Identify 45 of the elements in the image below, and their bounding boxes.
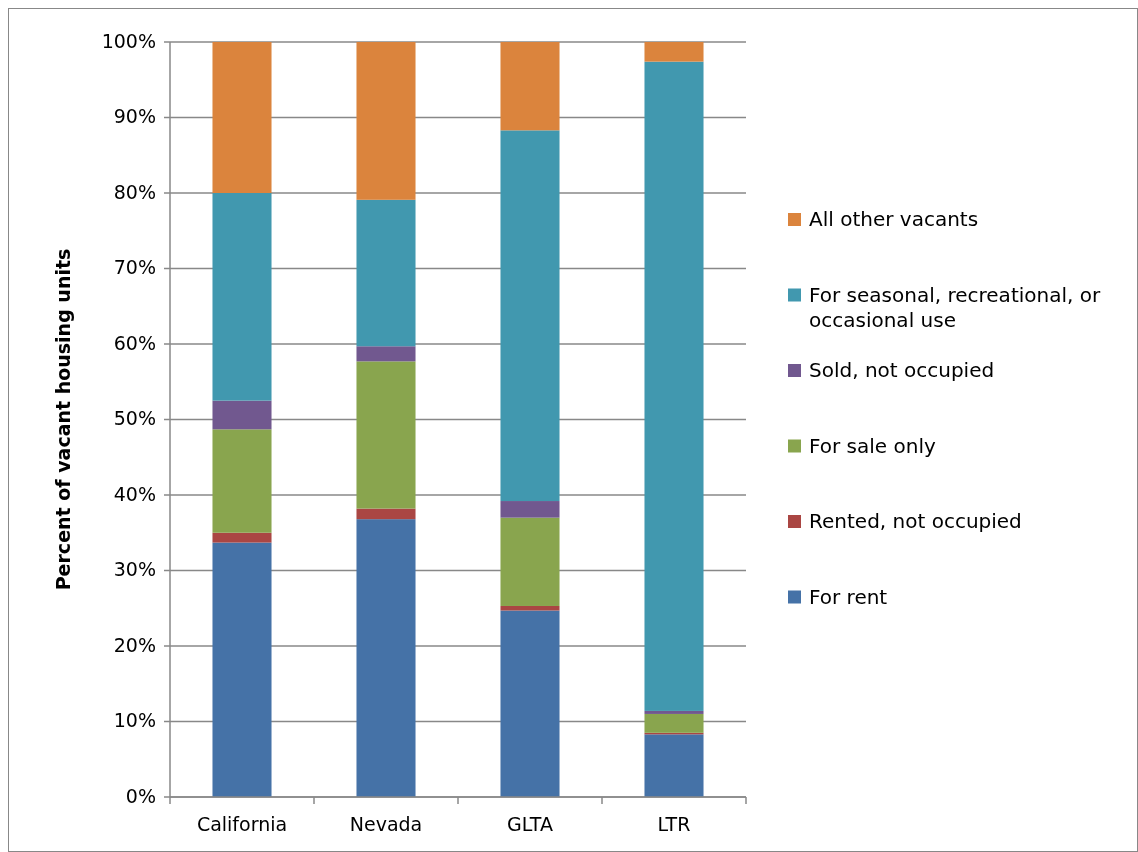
- y-tick-label: 20%: [113, 633, 156, 656]
- bar: [356, 508, 416, 520]
- legend-label: Sold, not occupied: [809, 357, 995, 382]
- bar: [356, 346, 416, 362]
- bar: [500, 501, 560, 518]
- bar: [500, 610, 560, 797]
- x-tick-label: LTR: [657, 813, 691, 835]
- bar: [500, 605, 560, 611]
- bar: [356, 519, 416, 797]
- y-tick-label: 90%: [113, 105, 156, 127]
- bar: [644, 713, 704, 733]
- bar: [212, 193, 272, 401]
- bar: [644, 42, 704, 62]
- y-tick-label: 70%: [113, 256, 156, 278]
- bar: [500, 130, 560, 502]
- y-tick-label: 40%: [113, 482, 156, 505]
- legend-label: For seasonal, recreational, or occasional use: [809, 282, 1101, 331]
- y-tick-label: 80%: [113, 180, 156, 203]
- bar: [212, 42, 272, 193]
- y-tick-label: 100%: [101, 29, 156, 52]
- legend-label: For sale only: [809, 433, 936, 457]
- bar: [212, 532, 272, 543]
- y-tick-label: 30%: [113, 558, 156, 580]
- bar: [644, 734, 704, 797]
- legend-label: For rent: [809, 584, 888, 608]
- bar: [212, 542, 272, 797]
- legend-label: All other vacants: [809, 206, 979, 231]
- bar: [212, 429, 272, 533]
- x-tick-label: California: [196, 813, 288, 835]
- x-tick-label: GLTA: [507, 813, 553, 835]
- bar: [356, 42, 416, 200]
- x-tick-label: Nevada: [349, 813, 423, 835]
- bar: [212, 400, 272, 430]
- bar: [644, 710, 704, 714]
- bar: [644, 61, 704, 711]
- y-tick-label: 0%: [125, 784, 156, 807]
- bar: [356, 361, 416, 509]
- bar: [500, 517, 560, 606]
- legend-label: Rented, not occupied: [809, 508, 1022, 533]
- y-tick-label: 50%: [113, 407, 156, 429]
- bar: [500, 42, 560, 131]
- y-tick-label: 10%: [113, 709, 156, 731]
- y-axis-title: Percent of vacant housing units: [52, 248, 74, 591]
- bar: [356, 199, 416, 347]
- y-tick-label: 60%: [113, 331, 156, 354]
